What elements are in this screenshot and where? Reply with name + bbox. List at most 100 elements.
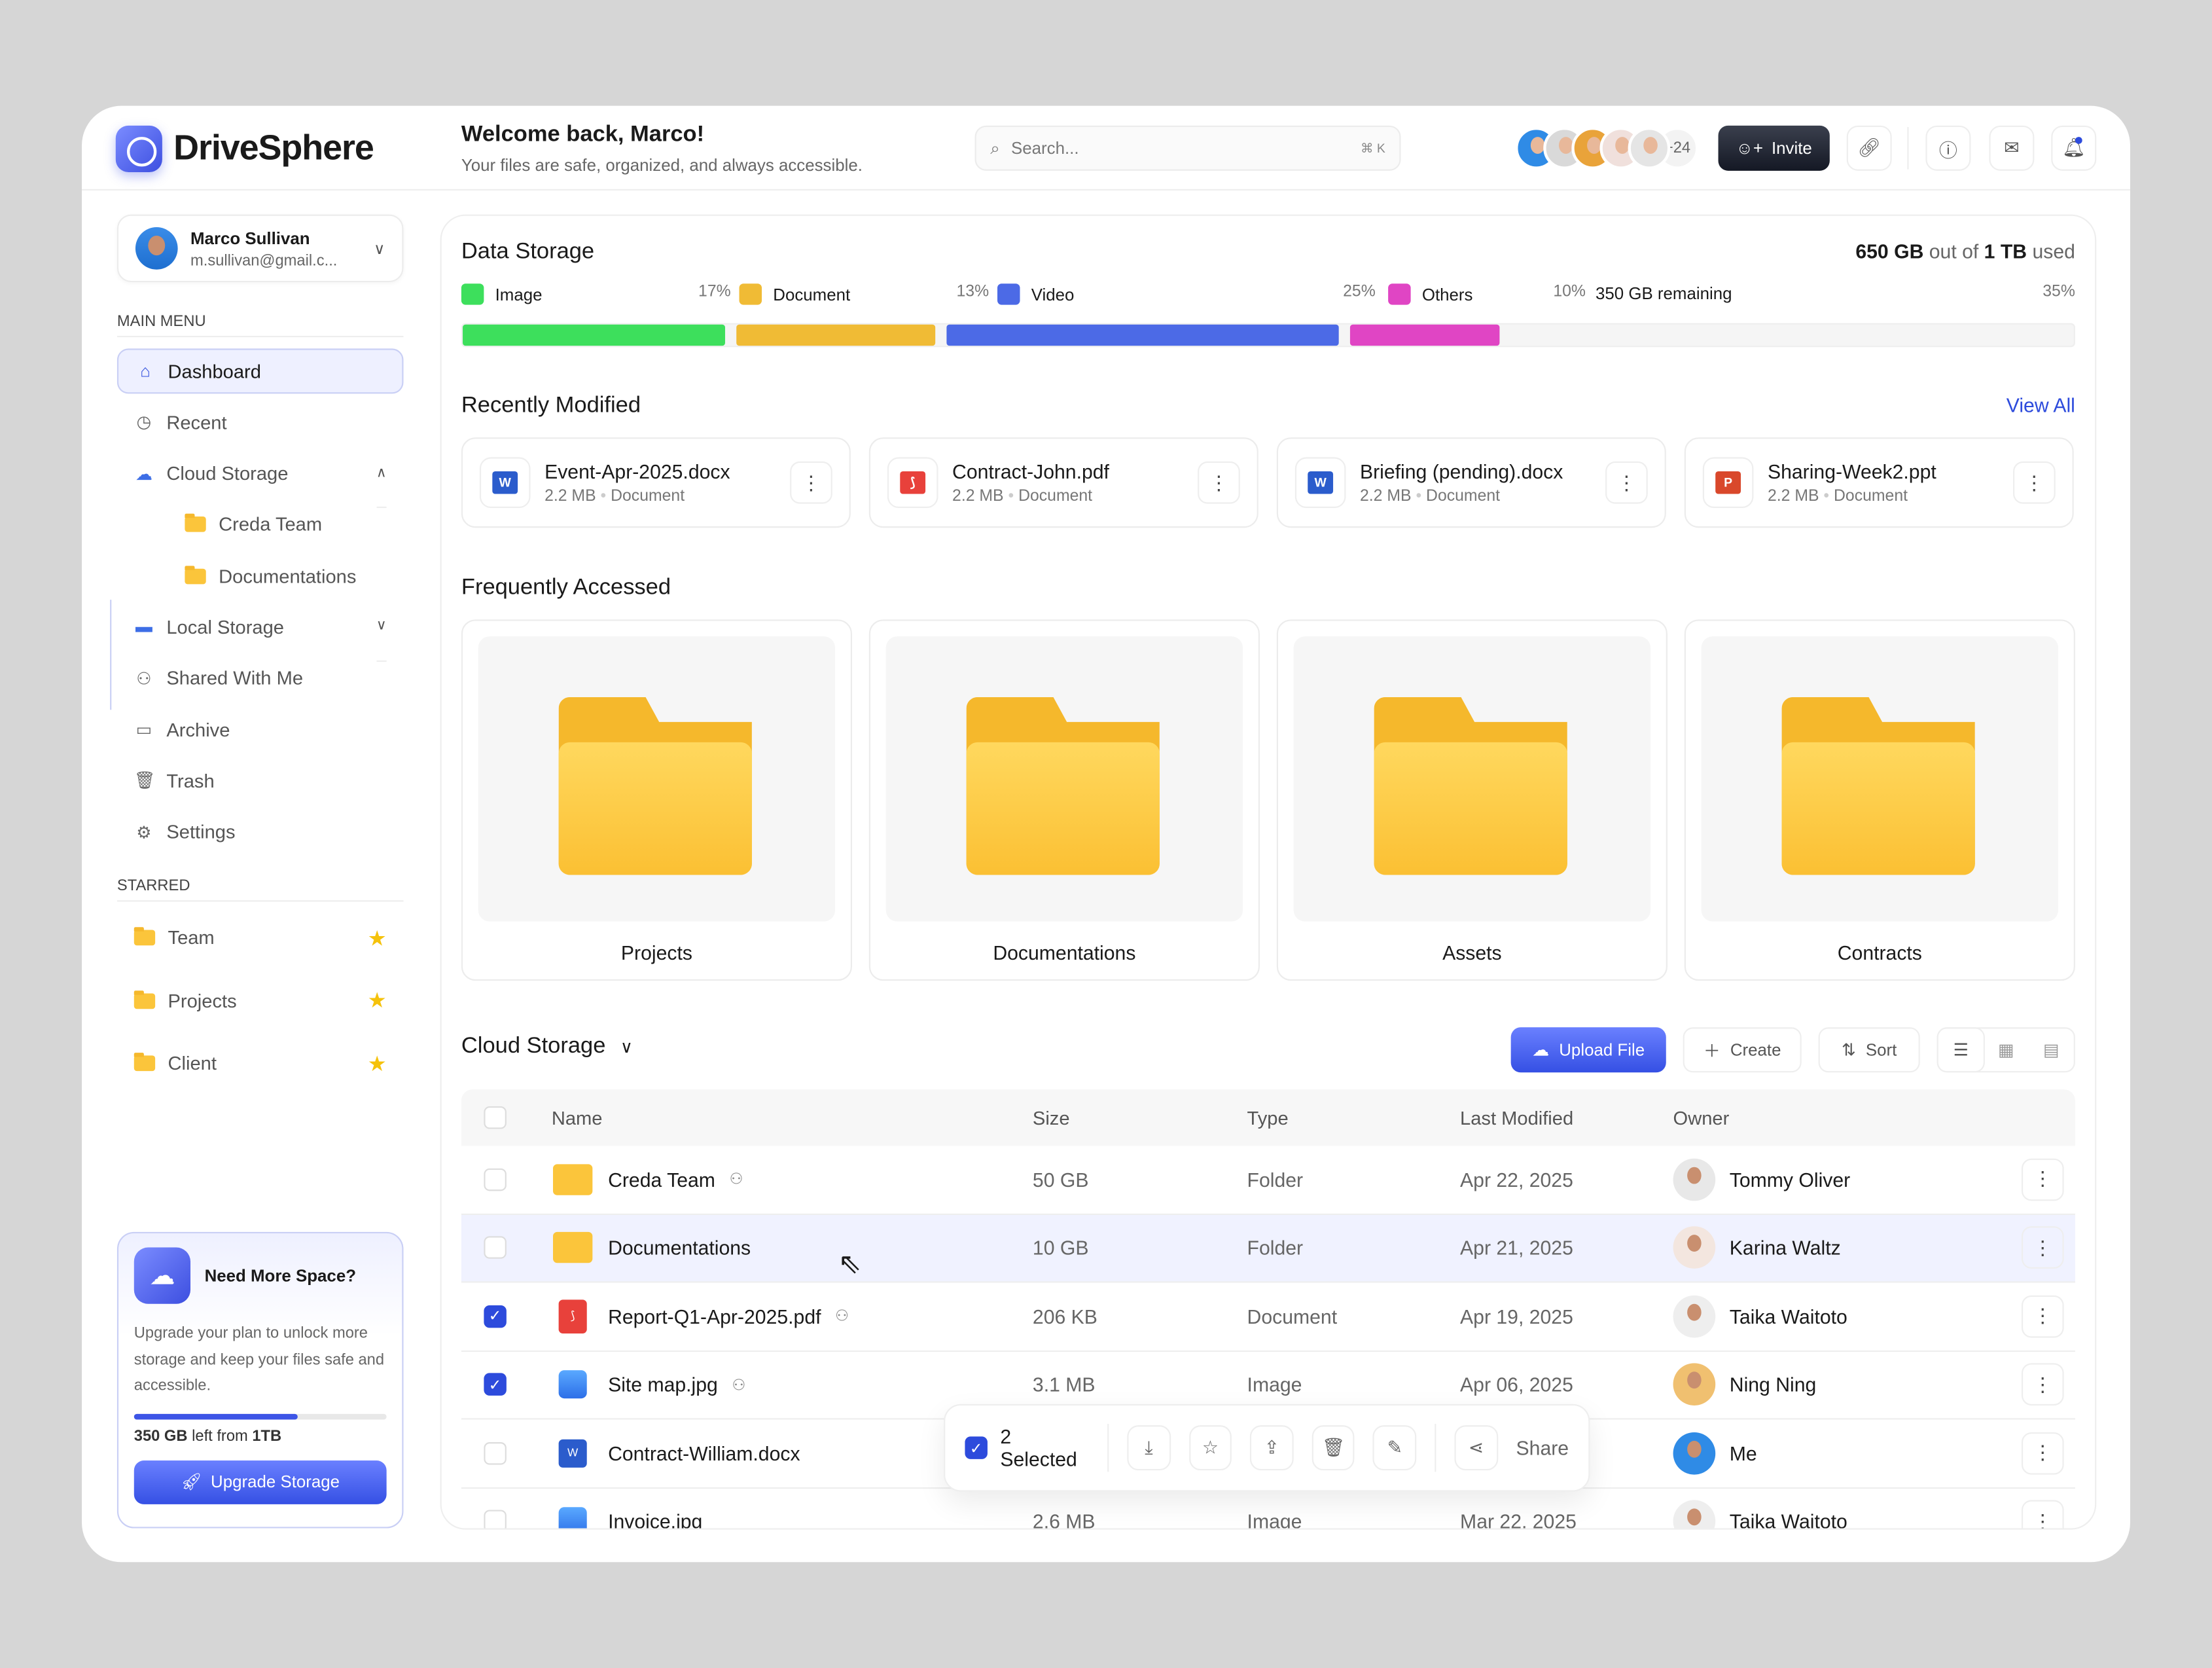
sidebar-item-local-storage[interactable]: ▬ Local Storage ∨ xyxy=(117,605,404,662)
invite-button[interactable]: ☺+ Invite xyxy=(1718,125,1830,171)
list-view-icon[interactable]: ☰ xyxy=(1938,1028,1984,1072)
grid-view-icon[interactable]: ▦ xyxy=(1998,1040,2014,1060)
invite-label: Invite xyxy=(1771,138,1812,158)
sort-button[interactable]: ⇅ Sort xyxy=(1818,1027,1920,1073)
table-view-icon[interactable]: ▤ xyxy=(2043,1040,2060,1060)
legend-pct: 17% xyxy=(698,283,731,301)
row-more-button[interactable]: ⋮ xyxy=(2021,1500,2064,1529)
search-input[interactable]: ⌕ Search... ⌘ K xyxy=(974,125,1401,171)
storage-bar xyxy=(461,323,2075,348)
more-options-button[interactable]: ⋮ xyxy=(790,461,832,504)
column-header[interactable]: Size xyxy=(1032,1107,1070,1129)
delete-button[interactable]: 🗑︎ xyxy=(1311,1425,1355,1471)
folder-card[interactable]: Assets xyxy=(1276,619,1668,981)
table-row[interactable]: Invoice.jpg 2.6 MB Image Mar 22, 2025 Ta… xyxy=(461,1488,2075,1529)
link-icon: 🔗︎ xyxy=(1857,137,1881,158)
star-icon[interactable]: ★ xyxy=(367,926,387,951)
owner-name: Taika Waitoto xyxy=(1729,1305,1847,1328)
search-placeholder: Search... xyxy=(1010,138,1079,158)
word-icon: W xyxy=(552,1432,594,1474)
notifications-button[interactable]: 🔔︎ xyxy=(2051,125,2097,171)
label: Trash xyxy=(166,770,215,792)
chevron-up-icon: ∧ xyxy=(376,439,387,508)
file-name: Contract-John.pdf xyxy=(952,460,1109,483)
star-icon: ☆ xyxy=(1202,1436,1219,1458)
divider xyxy=(1435,1424,1436,1472)
row-more-button[interactable]: ⋮ xyxy=(2021,1226,2064,1269)
sidebar-item-trash[interactable]: 🗑︎ Trash xyxy=(117,758,404,803)
export-button[interactable]: ⇪ xyxy=(1250,1425,1294,1471)
row-checkbox[interactable] xyxy=(484,1168,507,1191)
avatar xyxy=(1673,1432,1716,1475)
starred-item-client[interactable]: Client ★ xyxy=(117,1038,404,1089)
sidebar-item-dashboard[interactable]: ⌂ Dashboard xyxy=(116,348,404,394)
more-options-button[interactable]: ⋮ xyxy=(1198,461,1240,504)
view-all-link[interactable]: View All xyxy=(2006,393,2075,416)
share-button[interactable]: ⋖ xyxy=(1454,1425,1498,1471)
row-checkbox[interactable] xyxy=(484,1510,507,1529)
row-more-button[interactable]: ⋮ xyxy=(2021,1295,2064,1337)
upgrade-storage-button[interactable]: 🚀︎ Upgrade Storage xyxy=(134,1459,387,1504)
starred-item-team[interactable]: Team ★ xyxy=(117,913,404,964)
folder-card[interactable]: Projects xyxy=(461,619,852,981)
star-icon[interactable]: ★ xyxy=(367,1052,387,1077)
sidebar-item-documentations[interactable]: Documentations xyxy=(117,553,404,598)
cloud-storage-dropdown[interactable]: Cloud Storage ∨ xyxy=(461,1034,633,1060)
more-options-button[interactable]: ⋮ xyxy=(1605,461,1648,504)
file-type: Document xyxy=(611,488,685,505)
recent-file-card[interactable]: W Event-Apr-2025.docx 2.2 MB • Document ⋮ xyxy=(461,437,851,528)
share-label[interactable]: Share xyxy=(1516,1436,1569,1459)
info-button[interactable]: ⓘ xyxy=(1925,125,1971,171)
column-header[interactable]: Last Modified xyxy=(1460,1107,1574,1129)
welcome-title: Welcome back, Marco! xyxy=(461,122,705,147)
left-text: left from xyxy=(187,1427,253,1445)
collaborator-avatars[interactable]: +24 xyxy=(1515,127,1699,170)
column-header[interactable]: Owner xyxy=(1673,1107,1730,1129)
upload-file-button[interactable]: ☁ Upload File xyxy=(1510,1027,1666,1073)
mail-button[interactable]: ✉︎ xyxy=(1989,125,2035,171)
recent-file-card[interactable]: P Sharing-Week2.ppt 2.2 MB • Document ⋮ xyxy=(1684,437,2074,528)
create-button[interactable]: ＋ Create xyxy=(1683,1027,1802,1073)
sidebar-item-recent[interactable]: ◷ Recent xyxy=(117,400,404,445)
selection-checkbox[interactable]: ✓ xyxy=(965,1436,988,1459)
sidebar-item-archive[interactable]: ▭ Archive xyxy=(117,707,404,752)
sidebar-item-shared[interactable]: ⚇ Shared With Me xyxy=(117,656,404,701)
upgrade-card: ☁ Need More Space? Upgrade your plan to u… xyxy=(116,1231,404,1529)
folder-card[interactable]: Documentations xyxy=(868,619,1260,981)
selected-count: 2 Selected xyxy=(1000,1425,1077,1471)
folder-card[interactable]: Contracts xyxy=(1684,619,2075,981)
user-switcher[interactable]: Marco Sullivan m.sullivan@gmail.c... ∨ xyxy=(116,214,404,283)
remaining-label: 350 GB remaining xyxy=(1595,283,1732,304)
recent-file-card[interactable]: ⟆ Contract-John.pdf 2.2 MB • Document ⋮ xyxy=(868,437,1258,528)
notification-dot xyxy=(2075,137,2082,144)
sidebar-item-creda-team[interactable]: Creda Team xyxy=(117,502,404,547)
row-checkbox[interactable]: ✓ xyxy=(484,1305,507,1328)
sidebar-item-settings[interactable]: ⚙ Settings xyxy=(117,810,404,855)
link-button[interactable]: 🔗︎ xyxy=(1846,125,1892,171)
rename-button[interactable]: ✎ xyxy=(1373,1425,1417,1471)
storage-segment-video xyxy=(946,324,1338,346)
download-button[interactable]: ⤓ xyxy=(1127,1425,1171,1471)
row-more-button[interactable]: ⋮ xyxy=(2021,1432,2064,1475)
logo[interactable]: DriveSphere xyxy=(115,125,374,172)
more-options-button[interactable]: ⋮ xyxy=(2013,461,2056,504)
select-all-checkbox[interactable] xyxy=(484,1106,507,1129)
used-suffix: used xyxy=(2027,240,2075,263)
legend-swatch xyxy=(997,283,1020,305)
table-row[interactable]: Creda Team ⚇ 50 GB Folder Apr 22, 2025 To… xyxy=(461,1146,2075,1214)
row-more-button[interactable]: ⋮ xyxy=(2021,1363,2064,1406)
recent-file-card[interactable]: W Briefing (pending).docx 2.2 MB • Docume… xyxy=(1276,437,1666,528)
table-row[interactable]: ✓ ⟆ Report-Q1-Apr-2025.pdf ⚇ 206 KB Docume… xyxy=(461,1282,2075,1351)
column-header[interactable]: Type xyxy=(1247,1107,1289,1129)
divider xyxy=(1107,1424,1109,1472)
star-icon[interactable]: ★ xyxy=(367,989,387,1014)
row-checkbox[interactable] xyxy=(484,1236,507,1260)
star-button[interactable]: ☆ xyxy=(1188,1425,1232,1471)
row-checkbox[interactable] xyxy=(484,1441,507,1464)
column-header[interactable]: Name xyxy=(551,1107,603,1129)
table-row[interactable]: Documentations 10 GB Folder Apr 21, 2025… xyxy=(461,1214,2075,1283)
row-more-button[interactable]: ⋮ xyxy=(2021,1158,2064,1201)
sidebar-item-cloud-storage[interactable]: ☁ Cloud Storage ∧ xyxy=(117,451,404,508)
row-checkbox[interactable]: ✓ xyxy=(484,1373,507,1396)
starred-item-projects[interactable]: Projects ★ xyxy=(117,975,404,1026)
